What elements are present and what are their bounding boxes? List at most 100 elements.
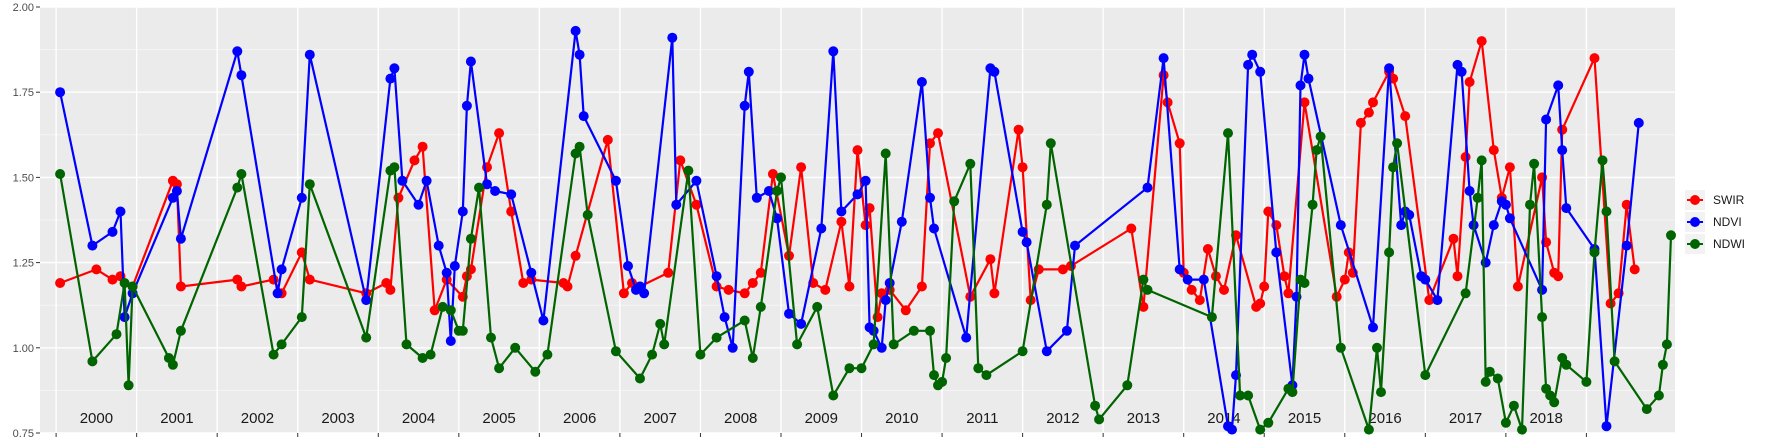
data-point [361,332,372,343]
year-label: 2006 [563,410,596,427]
data-point [389,63,400,74]
data-point [578,111,589,122]
data-point [655,318,666,329]
data-point [465,233,476,244]
data-point [836,216,847,227]
major-gridlines [40,6,1675,434]
data-point [87,240,98,251]
data-point [1182,274,1193,285]
data-point [691,175,702,186]
data-point [1094,414,1105,425]
data-point [1142,284,1153,295]
data-point [1335,342,1346,353]
data-point [852,145,863,156]
data-point [1263,417,1274,428]
data-point [1174,138,1185,149]
data-point [1537,284,1548,295]
data-point [1529,158,1540,169]
data-point [876,342,887,353]
data-point [304,274,315,285]
data-point [739,288,750,299]
data-point [1158,53,1169,64]
data-point [457,206,468,217]
data-point [1553,271,1564,282]
data-point [1368,97,1378,108]
data-point [1263,206,1274,217]
year-label: 2008 [724,410,757,427]
data-point [739,315,750,326]
data-point [1279,271,1290,282]
data-point [933,128,943,139]
data-point [1017,346,1028,357]
data-point [1384,63,1395,74]
data-point [1589,53,1600,64]
data-point [844,363,855,374]
data-point [1315,131,1326,142]
data-point [465,56,476,67]
data-point [723,284,734,295]
data-point [1432,295,1443,306]
data-point [1464,186,1475,196]
data-point [1271,247,1282,258]
y-tick-label: 1.50 [13,172,34,184]
data-point [1376,387,1386,398]
data-point [429,305,440,316]
data-point [1307,199,1318,210]
data-point [1500,417,1511,428]
data-point [1017,226,1028,237]
data-point [900,305,911,316]
data-point [445,305,456,316]
data-point [1363,424,1374,435]
data-point [1657,359,1668,370]
data-point [506,189,517,200]
data-point [844,281,855,292]
data-point [965,158,976,169]
data-point [449,261,460,271]
data-point [1621,199,1632,210]
data-point [1480,257,1491,268]
year-label: 2017 [1449,410,1482,427]
year-label: 2015 [1288,410,1321,427]
data-point [719,312,730,323]
data-point [1243,390,1254,401]
data-point [1311,145,1322,156]
data-point [836,206,847,217]
data-point [659,339,670,350]
data-point [107,274,118,285]
data-point [1198,274,1209,285]
data-point [1138,274,1149,285]
data-point [1355,117,1366,128]
data-point [888,339,899,350]
data-point [739,100,750,111]
data-point [421,175,432,186]
data-point [1142,182,1153,193]
data-point [743,66,754,77]
y-tick-label: 1.75 [13,87,34,99]
legend: SWIR NDVI NDWI [1685,190,1745,254]
data-point [1363,107,1374,118]
data-point [1368,322,1378,333]
data-point [1255,298,1266,309]
data-point [1480,376,1491,387]
data-point [530,366,541,377]
data-point [91,264,102,275]
data-point [667,32,678,43]
data-point [772,186,782,196]
data-point [486,332,496,343]
data-point [526,267,537,278]
data-point [393,192,404,203]
data-point [1456,66,1467,77]
data-point [236,281,247,292]
data-point [1194,295,1205,306]
data-point [1219,284,1229,295]
data-point [55,169,66,179]
data-point [1339,274,1350,285]
data-point [860,220,871,231]
legend-key-dot [1690,195,1700,205]
data-point [747,353,758,363]
data-point [1303,73,1314,84]
data-point [1070,240,1080,251]
y-tick-label: 1.25 [13,258,34,270]
data-point [1633,117,1644,128]
data-point [1460,288,1471,299]
